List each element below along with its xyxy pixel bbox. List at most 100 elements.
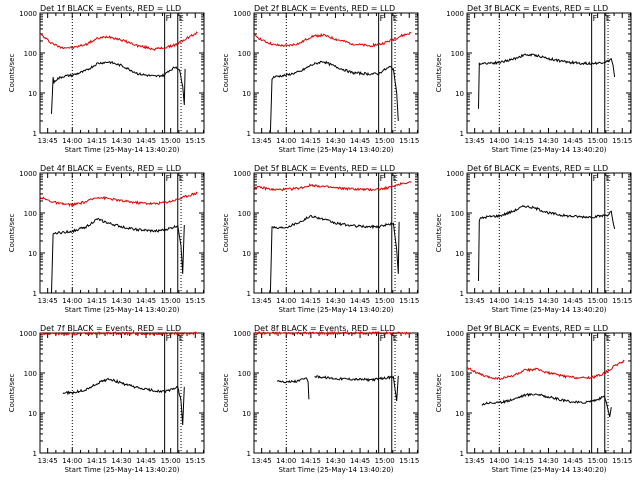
lld-series-line bbox=[40, 192, 197, 206]
x-tick-label: 13:45 bbox=[38, 297, 58, 305]
y-tick-label: 100 bbox=[451, 50, 464, 58]
x-tick-label: 14:45 bbox=[350, 297, 370, 305]
marker-label: F bbox=[166, 174, 171, 183]
panel-title: Det 8f BLACK = Events, RED = LLD bbox=[254, 324, 395, 333]
x-tick-label: 14:15 bbox=[514, 297, 534, 305]
marker-label: E bbox=[606, 14, 611, 23]
y-tick-label: 100 bbox=[451, 370, 464, 378]
y-tick-label: 100 bbox=[238, 210, 251, 218]
panel-title: Det 2f BLACK = Events, RED = LLD bbox=[254, 4, 395, 13]
y-tick-label: 1 bbox=[460, 130, 464, 138]
y-axis-label: Counts/sec bbox=[8, 374, 16, 413]
x-tick-label: 13:45 bbox=[38, 457, 58, 465]
x-tick-label: 13:45 bbox=[465, 457, 485, 465]
x-tick-label: 15:15 bbox=[612, 297, 632, 305]
chart-panel: Det 5f BLACK = Events, RED = LLDCounts/s… bbox=[222, 164, 419, 314]
x-tick-label: 15:00 bbox=[375, 457, 395, 465]
chart-panel: Det 9f BLACK = Events, RED = LLD Counts/s… bbox=[435, 324, 632, 474]
plot-frame bbox=[40, 13, 204, 133]
y-tick-label: 100 bbox=[451, 210, 464, 218]
y-axis-label: Counts/sec bbox=[435, 214, 443, 253]
panel-title: Det 3f BLACK = Events, RED = LLD bbox=[467, 4, 608, 13]
y-axis-label: Counts/sec bbox=[222, 214, 230, 253]
y-tick-label: 1000 bbox=[446, 170, 464, 178]
plot-frame bbox=[254, 13, 418, 133]
plot-frame bbox=[467, 173, 631, 293]
x-tick-label: 14:30 bbox=[325, 137, 345, 145]
x-tick-label: 14:45 bbox=[350, 137, 370, 145]
x-tick-label: 13:45 bbox=[252, 137, 272, 145]
chart-panel: Det 6f BLACK = Events, RED = LLD Counts/s… bbox=[435, 164, 632, 314]
y-axis-label: Counts/sec bbox=[222, 54, 230, 93]
x-tick-label: 15:15 bbox=[399, 137, 419, 145]
x-axis-label: Start Time (25-May-14 13:40:20) bbox=[64, 146, 179, 154]
y-tick-label: 1000 bbox=[446, 10, 464, 18]
x-tick-label: 14:15 bbox=[87, 297, 107, 305]
panel-title: Det 9f BLACK = Events, RED = LLD bbox=[467, 324, 608, 333]
chart-panel: Det 4f BLACK = Events, RED = LLD Counts/s… bbox=[8, 164, 205, 314]
y-tick-label: 10 bbox=[242, 90, 251, 98]
x-tick-label: 14:45 bbox=[563, 137, 583, 145]
lld-series-line bbox=[467, 360, 624, 379]
y-tick-label: 10 bbox=[455, 90, 464, 98]
x-tick-label: 14:45 bbox=[563, 457, 583, 465]
y-tick-label: 10 bbox=[28, 90, 37, 98]
y-tick-label: 1 bbox=[33, 290, 37, 298]
y-tick-label: 1 bbox=[247, 450, 251, 458]
x-tick-label: 14:45 bbox=[350, 457, 370, 465]
x-tick-label: 14:30 bbox=[325, 297, 345, 305]
x-tick-label: 15:00 bbox=[161, 457, 181, 465]
x-tick-label: 14:30 bbox=[111, 297, 131, 305]
x-tick-label: 15:15 bbox=[185, 137, 205, 145]
x-tick-label: 14:45 bbox=[563, 297, 583, 305]
marker-label: F bbox=[593, 174, 598, 183]
x-tick-label: 14:15 bbox=[514, 137, 534, 145]
plot-frame bbox=[467, 13, 631, 133]
y-tick-label: 1 bbox=[33, 450, 37, 458]
chart-panel: Det 7f BLACK = Events, RED = LLD Counts/s… bbox=[8, 324, 205, 474]
chart-panel: Det 2f BLACK = Events, RED = LLD Counts/s… bbox=[222, 4, 419, 154]
x-tick-label: 14:30 bbox=[538, 297, 558, 305]
x-axis-label: Start Time (25-May-14 13:40:20) bbox=[278, 146, 393, 154]
x-tick-label: 15:15 bbox=[185, 457, 205, 465]
marker-label: E bbox=[179, 14, 184, 23]
x-tick-label: 14:30 bbox=[538, 457, 558, 465]
chart-panel: Det 3f BLACK = Events, RED = LLD Counts/s… bbox=[435, 4, 632, 154]
x-tick-label: 13:45 bbox=[465, 297, 485, 305]
x-tick-label: 14:15 bbox=[87, 137, 107, 145]
y-tick-label: 1 bbox=[460, 290, 464, 298]
x-tick-label: 14:15 bbox=[301, 297, 321, 305]
x-tick-label: 14:00 bbox=[276, 137, 296, 145]
y-axis-label: Counts/sec bbox=[435, 374, 443, 413]
events-series-line bbox=[63, 379, 184, 426]
events-series-line bbox=[315, 376, 399, 401]
lld-series-line bbox=[254, 32, 411, 46]
plot-frame bbox=[467, 333, 631, 453]
x-tick-label: 14:00 bbox=[489, 457, 509, 465]
y-tick-label: 1000 bbox=[19, 10, 37, 18]
x-tick-label: 14:30 bbox=[111, 457, 131, 465]
detector-figure: Det 1f BLACK = Events, RED = LLDCounts/s… bbox=[0, 0, 640, 480]
y-tick-label: 1000 bbox=[233, 10, 251, 18]
marker-label: F bbox=[593, 334, 598, 343]
y-tick-label: 1000 bbox=[233, 170, 251, 178]
y-tick-label: 1 bbox=[247, 290, 251, 298]
x-tick-label: 14:15 bbox=[514, 457, 534, 465]
x-tick-label: 14:15 bbox=[301, 457, 321, 465]
x-tick-label: 14:00 bbox=[489, 137, 509, 145]
panel-title: Det 6f BLACK = Events, RED = LLD bbox=[467, 164, 608, 173]
x-axis-label: Start Time (25-May-14 13:40:20) bbox=[491, 306, 606, 314]
x-tick-label: 15:00 bbox=[161, 297, 181, 305]
x-tick-label: 15:00 bbox=[375, 137, 395, 145]
y-tick-label: 100 bbox=[24, 50, 37, 58]
events-series-line bbox=[277, 378, 309, 399]
x-tick-label: 14:30 bbox=[111, 137, 131, 145]
x-tick-label: 15:00 bbox=[588, 297, 608, 305]
plot-frame bbox=[254, 173, 418, 293]
marker-label: E bbox=[179, 174, 184, 183]
y-tick-label: 1 bbox=[460, 450, 464, 458]
chart-panel: Det 1f BLACK = Events, RED = LLDCounts/s… bbox=[8, 4, 205, 154]
x-tick-label: 14:00 bbox=[276, 297, 296, 305]
x-tick-label: 15:15 bbox=[185, 297, 205, 305]
lld-series-line bbox=[40, 32, 197, 50]
